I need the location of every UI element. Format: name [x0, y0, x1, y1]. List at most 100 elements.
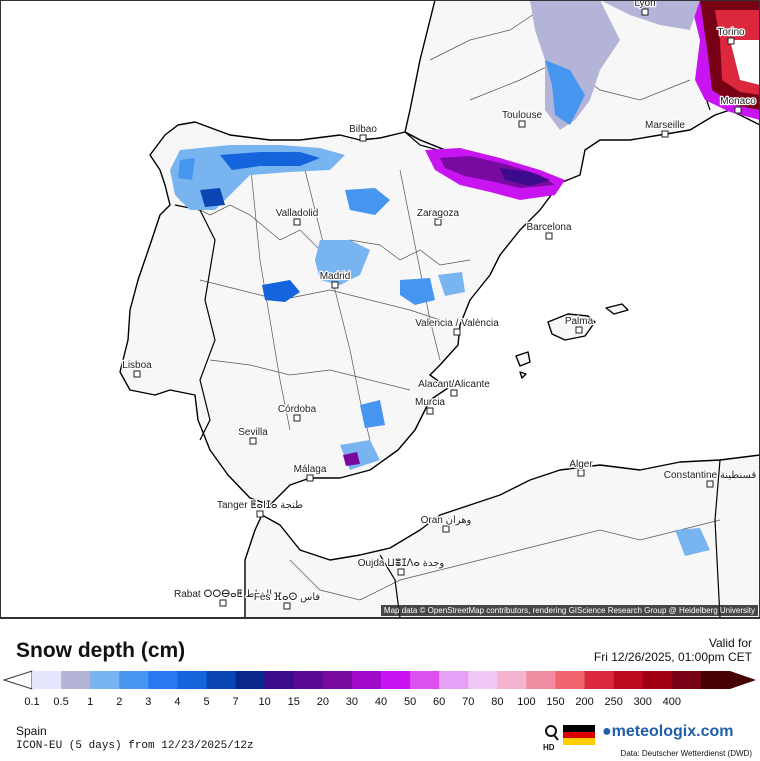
legend-tick-label: 3: [145, 696, 151, 708]
city-label: Barcelona: [526, 222, 571, 233]
city-marker: [426, 407, 434, 415]
legend-swatch: [671, 671, 702, 689]
legend-swatch: [322, 671, 353, 689]
city-label: Sevilla: [238, 427, 268, 438]
legend-tick-label: 250: [604, 696, 622, 708]
legend-tick-label: 150: [546, 696, 564, 708]
data-source: Data: Deutscher Wetterdienst (DWD): [620, 749, 752, 758]
city-marker: [249, 437, 257, 445]
city-marker: [727, 37, 735, 45]
city-label: Alger: [569, 459, 593, 470]
city-marker: [219, 599, 227, 607]
city-label: Zaragoza: [417, 208, 460, 219]
model-run: ICON-EU (5 days) from 12/23/2025/12z: [16, 740, 254, 752]
legend-tick-label: 80: [491, 696, 503, 708]
city-label: Málaga: [294, 464, 327, 475]
legend-swatch: [584, 671, 615, 689]
snow-fields: [170, 0, 760, 556]
city-marker: [293, 218, 301, 226]
city-marker: [661, 130, 669, 138]
color-scale: 0.1 0.5 1 2 3 4 5 7 10 15 20 30 40 50 60 70 80 100 150 200 2…: [2, 670, 756, 708]
legend-tick-label: 30: [346, 696, 358, 708]
city-marker: [293, 414, 301, 422]
legend-swatch: [526, 671, 556, 689]
legend-title: Snow depth (cm): [16, 639, 186, 662]
legend-tick-label: 60: [433, 696, 445, 708]
legend-swatch: [439, 671, 469, 689]
brand-name: meteologix.com: [611, 723, 734, 740]
city-marker: [397, 568, 405, 576]
legend-tick-label: 0.1: [24, 696, 39, 708]
legend-tick-label: 50: [404, 696, 416, 708]
legend-tick-label: 4: [174, 696, 180, 708]
region-name: Spain: [16, 724, 47, 738]
legend-swatch: [293, 671, 324, 689]
legend-swatch: [235, 671, 266, 689]
map-attribution[interactable]: Map data © OpenStreetMap contributors, r…: [380, 605, 758, 616]
legend-swatch: [264, 671, 295, 689]
city-marker: [283, 602, 291, 610]
city-label: Fès ⴼⴰⵙ فاس: [254, 592, 321, 603]
city-marker: [434, 218, 442, 226]
legend-tick-label: 5: [203, 696, 209, 708]
legend-tick-label: 200: [575, 696, 593, 708]
city-label: Tanger ⵟⴰⵏⵊⴰ طنجة: [217, 500, 303, 511]
city-label: Valladolid: [276, 208, 319, 219]
city-label: Córdoba: [278, 404, 317, 415]
legend-swatch: [119, 671, 149, 689]
legend-swatch: [61, 671, 91, 689]
city-marker: [450, 389, 458, 397]
legend-tick-label: 70: [462, 696, 474, 708]
valid-time: Fri 12/26/2025, 01:00pm CET: [593, 650, 752, 664]
legend-swatch: [700, 671, 731, 689]
city-labels: Lyon Torino Monaco Marseille Toulouse Bilbao V…: [121, 0, 758, 610]
germany-flag-icon: [563, 725, 595, 745]
city-marker: [306, 474, 314, 482]
city-label: Monaco: [720, 96, 756, 107]
legend-tick-label: 20: [317, 696, 329, 708]
city-label: Toulouse: [502, 110, 542, 121]
legend-swatch: [497, 671, 527, 689]
city-label: Marseille: [645, 120, 685, 131]
city-marker: [442, 525, 450, 533]
svg-text:HD: HD: [543, 743, 555, 752]
snow-depth-map[interactable]: Lyon Torino Monaco Marseille Toulouse Bilbao V…: [0, 0, 760, 618]
legend-tick-label: 40: [375, 696, 387, 708]
meteologix-logo-icon: ●: [602, 723, 612, 740]
city-label: Rabat ⵔⵔⴱⴰⵟ الرباط: [174, 589, 272, 600]
legend-swatch: [32, 671, 62, 689]
legend-swatch: [642, 671, 673, 689]
legend-swatch: [206, 671, 237, 689]
legend-under-arrow: [2, 670, 33, 690]
city-marker: [359, 134, 367, 142]
legend-swatch: [613, 671, 644, 689]
meteologix-logo[interactable]: ●meteologix.com: [602, 723, 733, 741]
legend-swatch: [410, 671, 440, 689]
city-label: Valencia / València: [415, 318, 499, 329]
city-label: Madrid: [320, 271, 351, 282]
city-label: Torino: [717, 27, 745, 38]
city-label: Lisboa: [122, 360, 152, 371]
legend-tick-label: 400: [663, 696, 681, 708]
legend-tick-label: 300: [634, 696, 652, 708]
city-marker: [331, 281, 339, 289]
legend-over-arrow: [730, 671, 756, 689]
legend-tick-label: 2: [116, 696, 122, 708]
city-marker: [577, 469, 585, 477]
legend-swatch: [468, 671, 498, 689]
legend-tick-label: 7: [233, 696, 239, 708]
magnifier-hd-icon[interactable]: HD: [543, 723, 559, 753]
city-label: Oran وهران: [421, 515, 472, 526]
city-label: Lyon: [634, 0, 655, 9]
legend-swatch: [148, 671, 178, 689]
city-label: Oujda ⵡⴻⵊⴷⴰ وجدة: [358, 558, 445, 569]
city-marker: [734, 106, 742, 114]
legend-swatch: [351, 671, 382, 689]
city-label: Murcia: [415, 397, 445, 408]
city-label: Palma: [565, 316, 594, 327]
city-marker: [641, 8, 649, 16]
legend-swatch: [177, 671, 207, 689]
city-label: Alacant/Alicante: [418, 379, 490, 390]
legend-swatch: [90, 671, 120, 689]
legend-tick-label: 10: [259, 696, 271, 708]
